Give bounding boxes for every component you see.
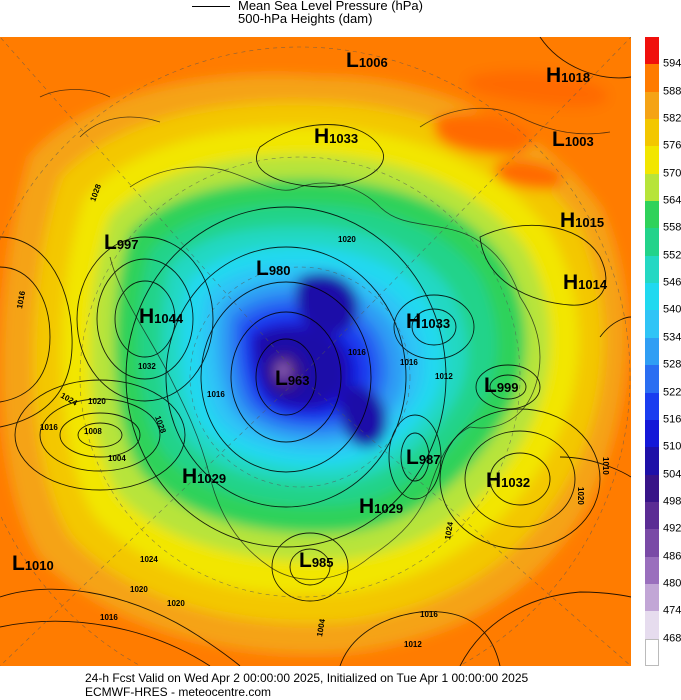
colorbar-segment	[645, 447, 659, 476]
isobar-label: 1010	[601, 457, 610, 475]
source-credit-text: ECMWF-HRES - meteocentre.com	[85, 685, 272, 699]
isobar-label: 1020	[88, 397, 106, 406]
colorbar-tick-label: 468	[663, 632, 681, 645]
colorbar-segment	[645, 583, 659, 612]
colorbar-tick-label: 528	[663, 358, 681, 371]
colorbar-segment	[645, 310, 659, 339]
low-pressure-l-987: L987	[406, 446, 441, 469]
colorbar-segment	[645, 392, 659, 421]
map-legend: Mean Sea Level Pressure (hPa) 500-hPa He…	[192, 0, 492, 30]
colorbar-segment	[645, 37, 659, 65]
colorbar-segment	[645, 501, 659, 530]
colorbar-segment	[645, 365, 659, 394]
colorbar-tick-label: 474	[663, 604, 681, 617]
isobar-label: 1016	[400, 358, 418, 367]
colorbar-tick-label: 546	[663, 276, 681, 289]
colorbar-segment	[645, 419, 659, 448]
high-pressure-h-1015: H1015	[560, 209, 605, 232]
colorbar-segment	[645, 119, 659, 147]
colorbar-segment	[645, 64, 659, 93]
isobar-label: 1020	[338, 235, 356, 244]
high-pressure-h-1029-south: H1029	[359, 495, 404, 518]
isobar-label: 1016	[15, 290, 27, 310]
colorbar-segment	[645, 201, 659, 229]
isobar-label: 1012	[404, 640, 422, 649]
legend-mslp-label: Mean Sea Level Pressure (hPa)	[238, 0, 423, 13]
colorbar-segment	[645, 556, 659, 585]
legend-heights-label: 500-hPa Heights (dam)	[238, 11, 373, 26]
isobar-line-sample	[192, 6, 230, 7]
isobar-label: 1016	[207, 390, 225, 399]
high-pressure-h-1033-north: H1033	[314, 125, 359, 148]
colorbar-segment	[645, 146, 659, 175]
colorbar-tick-label: 594	[663, 57, 681, 70]
low-pressure-l-999: L999	[484, 374, 519, 397]
high-pressure-h-1032: H1032	[486, 469, 531, 492]
graticule	[0, 37, 631, 666]
low-pressure-l-1006: L1006	[346, 49, 388, 72]
colorbar-segment	[645, 173, 659, 202]
height-colorbar	[645, 37, 659, 666]
colorbar-segment	[645, 529, 659, 558]
colorbar-tick-label: 522	[663, 386, 681, 399]
isobar-value-labels: 1016 1028 1024 1016 1032 1008 1004 1028 …	[15, 182, 610, 649]
height-field: 1016 1028 1024 1016 1032 1008 1004 1028 …	[0, 37, 631, 666]
colorbar-segment	[645, 283, 659, 311]
colorbar-segment	[645, 474, 659, 503]
isobar-label: 1016	[40, 423, 58, 432]
high-pressure-h-1014: H1014	[563, 271, 608, 294]
isobar-label: 1024	[140, 555, 158, 564]
colorbar-tick-label: 492	[663, 522, 681, 535]
colorbar-tick-label: 582	[663, 112, 681, 125]
colorbar-tick-label: 540	[663, 303, 681, 316]
colorbar-segment	[645, 611, 659, 640]
low-pressure-l-1003: L1003	[552, 128, 594, 151]
colorbar-tick-label: 564	[663, 194, 681, 207]
colorbar-segment	[645, 255, 659, 284]
colorbar-tick-label: 498	[663, 495, 681, 508]
colorbar-tick-label: 558	[663, 221, 681, 234]
isobar-label: 1008	[84, 427, 102, 436]
weather-map: 1016 1028 1024 1016 1032 1008 1004 1028 …	[0, 37, 631, 666]
colorbar-segment	[645, 91, 659, 120]
isobar-label: 1016	[100, 613, 118, 622]
colorbar-segment	[645, 228, 659, 257]
colorbar-tick-label: 576	[663, 139, 681, 152]
low-pressure-l-997: L997	[104, 231, 139, 254]
high-pressure-h-1029-west: H1029	[182, 465, 227, 488]
colorbar-tick-label: 516	[663, 413, 681, 426]
isobar-label: 1020	[130, 585, 148, 594]
isobar-label: 1004	[108, 454, 126, 463]
colorbar-labels: 594 588 582 576 570 564 558 552 546 540 534 528 522 5…	[663, 37, 681, 666]
isobar-label: 1024	[443, 521, 455, 541]
low-pressure-l-963: L963	[275, 367, 310, 390]
isobar-label: 1016	[348, 348, 366, 357]
low-pressure-l-1010: L1010	[12, 552, 54, 575]
colorbar-tick-label: 504	[663, 468, 681, 481]
low-pressure-l-980: L980	[256, 257, 291, 280]
colorbar-tick-label: 570	[663, 167, 681, 180]
colorbar-tick-label: 534	[663, 331, 681, 344]
colorbar-tick-label: 510	[663, 440, 681, 453]
isobar-lines	[0, 37, 631, 666]
isobar-label: 1020	[576, 487, 585, 505]
isobar-label: 1016	[420, 610, 438, 619]
colorbar-tick-label: 486	[663, 550, 681, 563]
high-pressure-h-1044: H1044	[139, 305, 184, 328]
colorbar-segment	[645, 638, 659, 666]
colorbar-tick-label: 480	[663, 577, 681, 590]
isobar-label: 1020	[167, 599, 185, 608]
high-pressure-h-1018: H1018	[546, 64, 591, 87]
isobar-label: 1032	[138, 362, 156, 371]
coastlines	[39, 89, 611, 580]
isobar-label: 1012	[435, 372, 453, 381]
high-pressure-h-1033-east: H1033	[406, 310, 451, 333]
colorbar-segment	[645, 337, 659, 366]
colorbar-tick-label: 552	[663, 249, 681, 262]
forecast-valid-text: 24-h Fcst Valid on Wed Apr 2 00:00:00 20…	[85, 671, 529, 685]
low-pressure-l-985: L985	[299, 549, 334, 572]
colorbar-tick-label: 588	[663, 85, 681, 98]
isobar-label: 1004	[315, 618, 327, 638]
